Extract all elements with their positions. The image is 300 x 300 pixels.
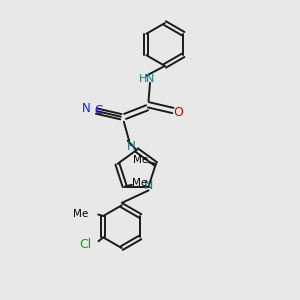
Text: N: N [82, 102, 91, 115]
Text: Me: Me [133, 155, 148, 165]
Text: Me: Me [132, 178, 147, 188]
Text: O: O [173, 106, 183, 119]
Text: N: N [144, 179, 153, 192]
Text: N: N [146, 74, 154, 84]
Text: Me: Me [73, 209, 88, 220]
Text: H: H [127, 140, 136, 153]
Text: Cl: Cl [79, 238, 91, 251]
Text: H: H [139, 74, 148, 84]
Text: C: C [94, 104, 103, 117]
